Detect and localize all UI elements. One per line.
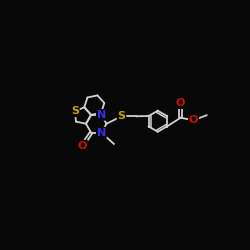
Text: N: N <box>97 110 106 120</box>
Text: S: S <box>118 111 126 121</box>
Text: O: O <box>78 141 87 151</box>
Text: N: N <box>97 128 106 138</box>
Text: O: O <box>189 115 198 125</box>
Text: O: O <box>176 98 185 108</box>
Text: S: S <box>71 106 79 117</box>
